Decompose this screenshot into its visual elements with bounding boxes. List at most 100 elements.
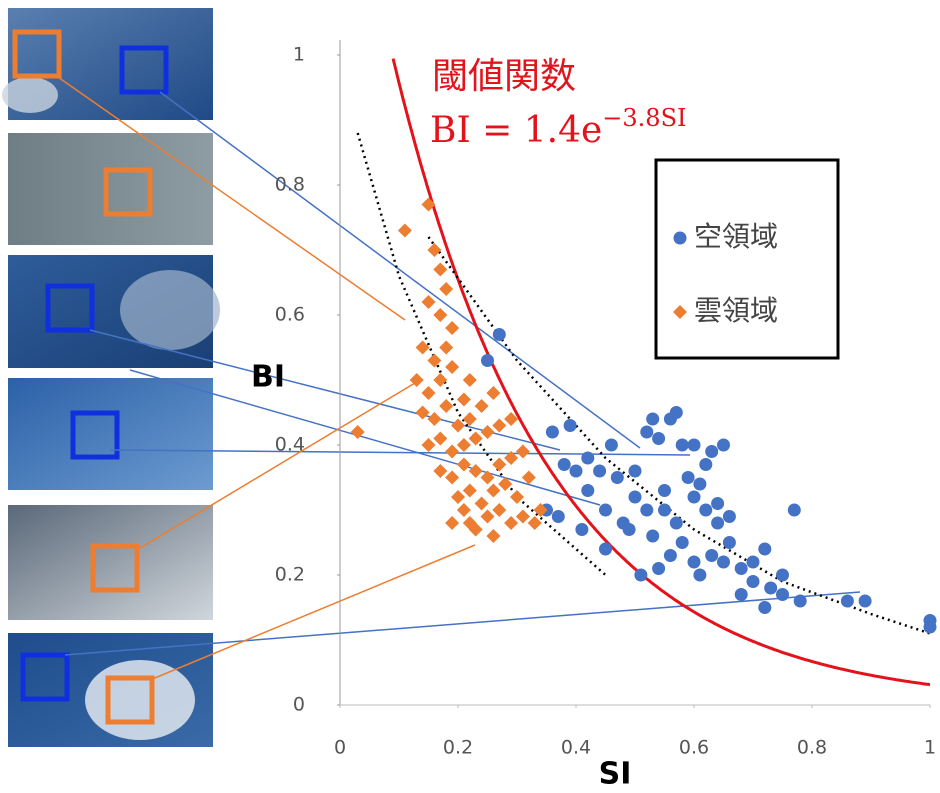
point — [646, 530, 659, 543]
point — [463, 412, 477, 426]
x-tick-label: 0.6 — [679, 737, 709, 759]
point — [634, 569, 647, 582]
point — [688, 491, 701, 504]
point — [723, 536, 736, 549]
point — [398, 224, 412, 238]
legend-label: 空領域 — [694, 220, 778, 253]
point — [717, 439, 730, 452]
point — [776, 588, 789, 601]
point — [652, 562, 665, 575]
point — [481, 425, 495, 439]
point — [593, 465, 606, 478]
point — [469, 464, 483, 478]
point — [658, 484, 671, 497]
point — [841, 595, 854, 608]
point — [699, 458, 712, 471]
x-tick-label: 0.2 — [443, 737, 473, 759]
point — [492, 458, 506, 472]
point — [723, 510, 736, 523]
point — [439, 341, 453, 355]
point — [439, 282, 453, 296]
point — [735, 588, 748, 601]
point — [445, 445, 459, 459]
point — [433, 308, 447, 322]
point — [581, 484, 594, 497]
legend — [656, 160, 838, 358]
y-tick-label: 0.8 — [275, 174, 305, 196]
point — [693, 569, 706, 582]
point — [457, 503, 471, 517]
point — [605, 439, 618, 452]
point — [481, 510, 495, 524]
x-tick-label: 0.4 — [561, 737, 591, 759]
legend-marker — [674, 232, 687, 245]
point — [688, 439, 701, 452]
x-axis-label: SI — [599, 757, 632, 792]
point — [682, 471, 695, 484]
point — [493, 328, 506, 341]
point — [652, 432, 665, 445]
point — [416, 406, 430, 420]
point — [504, 516, 518, 530]
point — [486, 484, 500, 498]
formula-base: BI = 1.4e — [430, 110, 602, 151]
point — [776, 569, 789, 582]
point — [433, 464, 447, 478]
point — [693, 478, 706, 491]
point — [445, 321, 459, 335]
point — [564, 419, 577, 432]
y-axis-label: BI — [251, 360, 285, 395]
point — [629, 491, 642, 504]
point — [422, 295, 436, 309]
point — [623, 523, 636, 536]
point — [764, 582, 777, 595]
point — [859, 595, 872, 608]
point — [705, 445, 718, 458]
point — [492, 503, 506, 517]
point — [711, 497, 724, 510]
point — [510, 490, 524, 504]
point — [516, 445, 530, 459]
y-tick-label: 0.2 — [275, 564, 305, 586]
point — [445, 516, 459, 530]
point — [463, 373, 477, 387]
x-tick-label: 0 — [334, 737, 346, 759]
point — [676, 536, 689, 549]
y-tick-label: 1 — [293, 44, 305, 66]
point — [457, 458, 471, 472]
point — [475, 497, 489, 511]
threshold-formula: BI = 1.4e−3.8SI — [430, 104, 687, 152]
point — [670, 406, 683, 419]
point — [516, 510, 530, 524]
point — [422, 438, 436, 452]
point — [457, 438, 471, 452]
point — [457, 393, 471, 407]
point — [552, 510, 565, 523]
point — [699, 504, 712, 517]
point — [481, 471, 495, 485]
point — [705, 549, 718, 562]
y-tick-label: 0.4 — [275, 434, 305, 456]
point — [794, 595, 807, 608]
point — [445, 471, 459, 485]
point — [717, 556, 730, 569]
point — [427, 412, 441, 426]
point — [924, 621, 937, 634]
point — [427, 354, 441, 368]
point — [611, 471, 624, 484]
cloud — [120, 270, 220, 350]
point — [599, 504, 612, 517]
point — [658, 504, 671, 517]
point — [416, 341, 430, 355]
point — [451, 490, 465, 504]
point — [422, 386, 436, 400]
point — [528, 516, 542, 530]
point — [747, 556, 760, 569]
point — [788, 504, 801, 517]
point — [747, 575, 760, 588]
point — [433, 263, 447, 277]
threshold-title: 閾値関数 — [432, 56, 576, 97]
point — [570, 465, 583, 478]
point — [629, 465, 642, 478]
point — [758, 601, 771, 614]
